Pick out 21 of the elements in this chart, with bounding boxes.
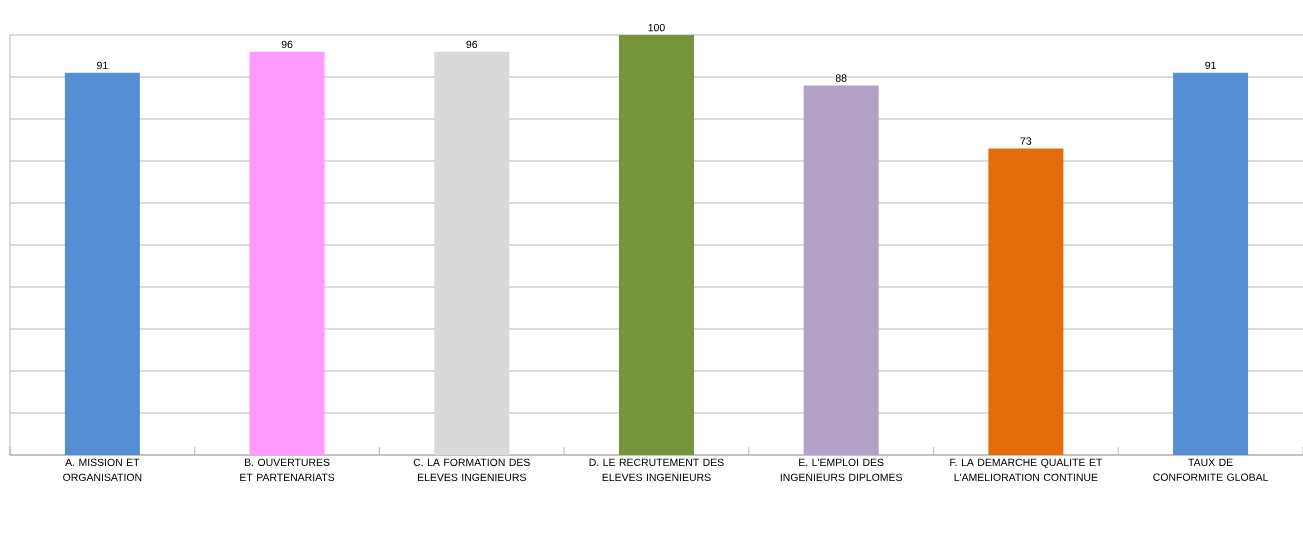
data-label: 91 <box>1205 61 1216 70</box>
bar <box>803 85 879 455</box>
data-label: 73 <box>1020 137 1032 145</box>
x-tick-label: B. OUVERTURES ET PARTENARIATS <box>240 458 335 482</box>
x-tick-label: E. L'EMPLOI DES INGENIEURS DIPLOMES <box>780 458 903 482</box>
data-label: 100 <box>648 23 665 32</box>
x-tick-label: C. LA FORMATION DES ELEVES INGENIEURS <box>413 458 530 482</box>
bar <box>1173 72 1249 455</box>
x-tick-label: A. MISSION ET ORGANISATION <box>63 458 142 482</box>
bar <box>988 148 1064 455</box>
x-tick-label: TAUX DE CONFORMITE GLOBAL <box>1153 458 1269 481</box>
bar <box>64 72 140 455</box>
bar <box>434 51 510 455</box>
x-tick-label: D. LE RECRUTEMENT DES ELEVES INGENIEURS <box>589 458 724 482</box>
bar <box>618 35 694 455</box>
data-label: 96 <box>466 40 478 49</box>
bar <box>249 51 325 455</box>
data-label: 88 <box>835 74 847 82</box>
x-tick-label: F. LA DEMARCHE QUALITE ET L'AMELIORATION CONTINUE <box>950 458 1103 482</box>
data-label: 91 <box>97 61 108 70</box>
data-label: 96 <box>281 40 293 49</box>
